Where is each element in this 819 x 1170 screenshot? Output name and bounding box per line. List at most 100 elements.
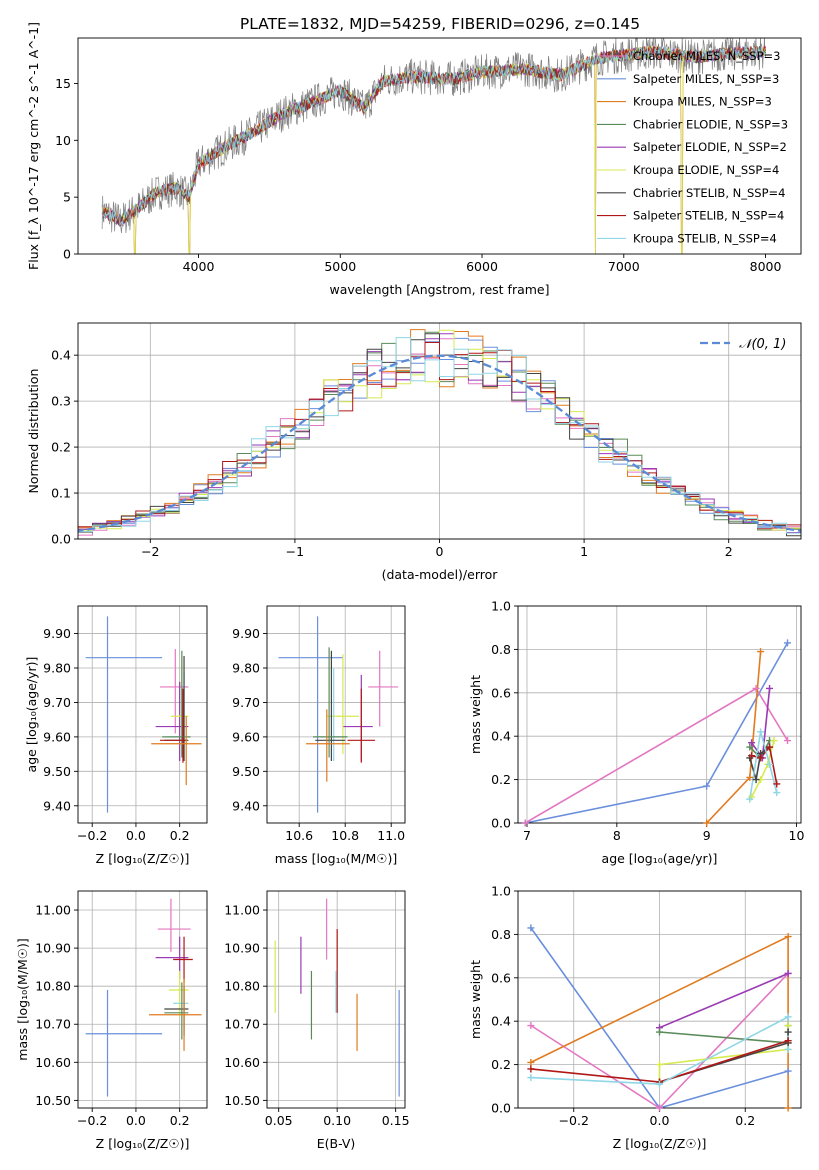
series-marker-kroupa_miles bbox=[784, 1104, 792, 1112]
series-line-salpeter_miles bbox=[530, 927, 789, 1108]
y-tick-label: 9.80 bbox=[43, 661, 71, 676]
y-tick-label: 9.60 bbox=[232, 729, 260, 744]
y-tick-label: 9.40 bbox=[232, 798, 260, 813]
series-marker-salpeter_stelib bbox=[766, 743, 774, 751]
series-marker-chabrier_miles bbox=[521, 819, 529, 827]
y-tick-label: 10.50 bbox=[35, 1093, 71, 1108]
x-axis-label: (data-model)/error bbox=[382, 567, 499, 582]
x-tick-label: 0.10 bbox=[323, 1113, 351, 1128]
age_vs_mass-chart: 10.6 10.8 11.0 9.40 9.50 9.60 9.70 9.80 9.90 mass… bbox=[232, 605, 406, 866]
y-tick-label: 10.90 bbox=[35, 941, 71, 956]
x-tick-label: 0.2 bbox=[735, 1113, 755, 1128]
x-tick-label: 2 bbox=[725, 544, 733, 559]
x-axis-label: mass [log₁₀(M/M☉)] bbox=[275, 851, 397, 866]
x-tick-label: 9 bbox=[703, 828, 711, 843]
y-tick-label: 9.90 bbox=[232, 626, 260, 641]
x-axis-label: Z [log₁₀(Z/Z☉)] bbox=[96, 851, 190, 866]
x-tick-label: −1 bbox=[286, 544, 304, 559]
mass_vs_ebv-grid bbox=[267, 891, 405, 1108]
mass_vs_z-chart: −0.2 0.0 0.2 10.50 10.60 10.70 10.80 10.90 11.00… bbox=[15, 890, 208, 1151]
legend-label: Chabrier ELODIE, N_SSP=3 bbox=[633, 117, 788, 131]
y-tick-label: 0.8 bbox=[491, 642, 511, 657]
x-axis-label: wavelength [Angstrom, rest frame] bbox=[329, 282, 549, 297]
x-tick-label: 0.15 bbox=[382, 1113, 410, 1128]
series-marker-kroupa_miles bbox=[527, 1058, 535, 1066]
mass_vs_z-axes: −0.2 0.0 0.2 10.50 10.60 10.70 10.80 10.90 11.00… bbox=[15, 890, 208, 1151]
age_vs_z-frame bbox=[77, 605, 208, 824]
y-tick-label: 10.60 bbox=[35, 1055, 71, 1070]
series-marker-kroupa_stelib bbox=[784, 1013, 792, 1021]
residuals-axes: −2 −1 0 1 2 0.0 0.1 0.2 0.3 0.4 (data-model)/error… bbox=[26, 322, 802, 582]
mass_vs_ebv-axes: 0.05 0.10 0.15 10.50 10.60 10.70 10.80 10.90 11.… bbox=[224, 890, 410, 1151]
y-axis-label: Normed distribution bbox=[26, 369, 41, 494]
x-tick-label: 4000 bbox=[183, 259, 215, 274]
series-marker-chabrier_miles bbox=[784, 737, 792, 745]
series-marker-kroupa_stelib bbox=[746, 795, 754, 803]
y-tick-label: 9.40 bbox=[43, 798, 71, 813]
x-tick-label: 0.0 bbox=[126, 1113, 146, 1128]
series-marker-kroupa_elodie bbox=[784, 1022, 792, 1030]
series-marker-chabrier_stelib bbox=[752, 776, 760, 784]
y-tick-label: 9.70 bbox=[232, 695, 260, 710]
x-tick-label: 7000 bbox=[608, 259, 640, 274]
series-marker-chabrier_elodie bbox=[746, 743, 754, 751]
series-marker-kroupa_elodie bbox=[770, 737, 778, 745]
y-tick-label: 10.70 bbox=[224, 1017, 260, 1032]
y-tick-label: 0.6 bbox=[491, 685, 511, 700]
age_vs_mass-axes: 10.6 10.8 11.0 9.40 9.50 9.60 9.70 9.80 9.90 mass… bbox=[232, 605, 406, 866]
series-marker-kroupa_stelib bbox=[527, 1074, 535, 1082]
y-tick-label: 1.0 bbox=[491, 884, 511, 899]
series-marker-chabrier_miles bbox=[527, 1022, 535, 1030]
mass_weight_vs_z-chart: −0.2 0.0 0.2 0.0 0.2 0.4 0.6 0.8 1.0 Z [log₁₀(Z/Z… bbox=[468, 884, 802, 1151]
series-marker-salpeter_stelib bbox=[757, 754, 765, 762]
legend-label: Chabrier STELIB, N_SSP=4 bbox=[633, 186, 785, 200]
y-tick-label: 10.80 bbox=[35, 979, 71, 994]
mass_weight_vs_z-axes: −0.2 0.0 0.2 0.0 0.2 0.4 0.6 0.8 1.0 Z [log₁₀(Z/Z… bbox=[468, 884, 802, 1151]
mass_vs_ebv-frame bbox=[266, 890, 406, 1109]
series-marker-kroupa_miles bbox=[703, 819, 711, 827]
y-tick-label: 0.4 bbox=[491, 1014, 511, 1029]
y-tick-label: 0.8 bbox=[491, 927, 511, 942]
series-marker-chabrier_stelib bbox=[784, 1028, 792, 1036]
series-marker-salpeter_miles bbox=[703, 782, 711, 790]
spectrum-frame bbox=[77, 37, 802, 255]
model-spectrum-kroupa_stelib bbox=[101, 45, 766, 227]
y-tick-label: 9.60 bbox=[43, 729, 71, 744]
legend-label: Salpeter STELIB, N_SSP=4 bbox=[633, 209, 784, 223]
series-marker-kroupa_stelib bbox=[773, 789, 781, 797]
y-tick-label: 0.3 bbox=[51, 394, 71, 409]
x-tick-label: 0.0 bbox=[126, 828, 146, 843]
y-tick-label: 5 bbox=[63, 190, 71, 205]
x-axis-label: Z [log₁₀(Z/Z☉)] bbox=[613, 1136, 707, 1151]
series-marker-salpeter_miles bbox=[527, 924, 535, 932]
x-tick-label: 11.0 bbox=[377, 828, 405, 843]
y-tick-label: 10.60 bbox=[224, 1055, 260, 1070]
x-tick-label: 0.2 bbox=[170, 1113, 190, 1128]
x-tick-label: 0 bbox=[436, 544, 444, 559]
x-tick-label: 5000 bbox=[324, 259, 356, 274]
y-tick-label: 0 bbox=[63, 247, 71, 262]
y-tick-label: 0.1 bbox=[51, 486, 71, 501]
series-marker-chabrier_miles bbox=[656, 1104, 663, 1112]
mass_weight_vs_age-frame bbox=[517, 605, 802, 824]
series-line-salpeter_elodie bbox=[659, 972, 789, 1029]
series-marker-kroupa_stelib bbox=[757, 728, 765, 736]
model-spectrum-salpeter_stelib bbox=[101, 45, 766, 226]
y-tick-label: 0.4 bbox=[491, 729, 511, 744]
series-marker-kroupa_miles bbox=[757, 648, 765, 656]
legend-label: 𝒩(0, 1) bbox=[739, 337, 786, 352]
residuals-chart: −2 −1 0 1 2 0.0 0.1 0.2 0.3 0.4 (data-model)/error… bbox=[26, 322, 802, 582]
mass_vs_z-plot-area bbox=[85, 898, 202, 1097]
x-tick-label: 10.6 bbox=[285, 828, 313, 843]
y-axis-label: mass [log₁₀(M/M☉)] bbox=[15, 938, 30, 1060]
y-tick-label: 10.50 bbox=[224, 1093, 260, 1108]
age_vs_z-axes: −0.2 0.0 0.2 9.40 9.50 9.60 9.70 9.80 9.90 Z [log… bbox=[24, 605, 208, 866]
mass_weight_vs_age-plot-area bbox=[524, 642, 789, 823]
x-tick-label: 0.2 bbox=[170, 828, 190, 843]
series-marker-salpeter_miles bbox=[784, 1067, 792, 1075]
y-axis-label: mass weight bbox=[468, 960, 483, 1039]
series-line-salpeter_miles bbox=[525, 642, 789, 823]
series-marker-kroupa_stelib bbox=[766, 760, 774, 768]
